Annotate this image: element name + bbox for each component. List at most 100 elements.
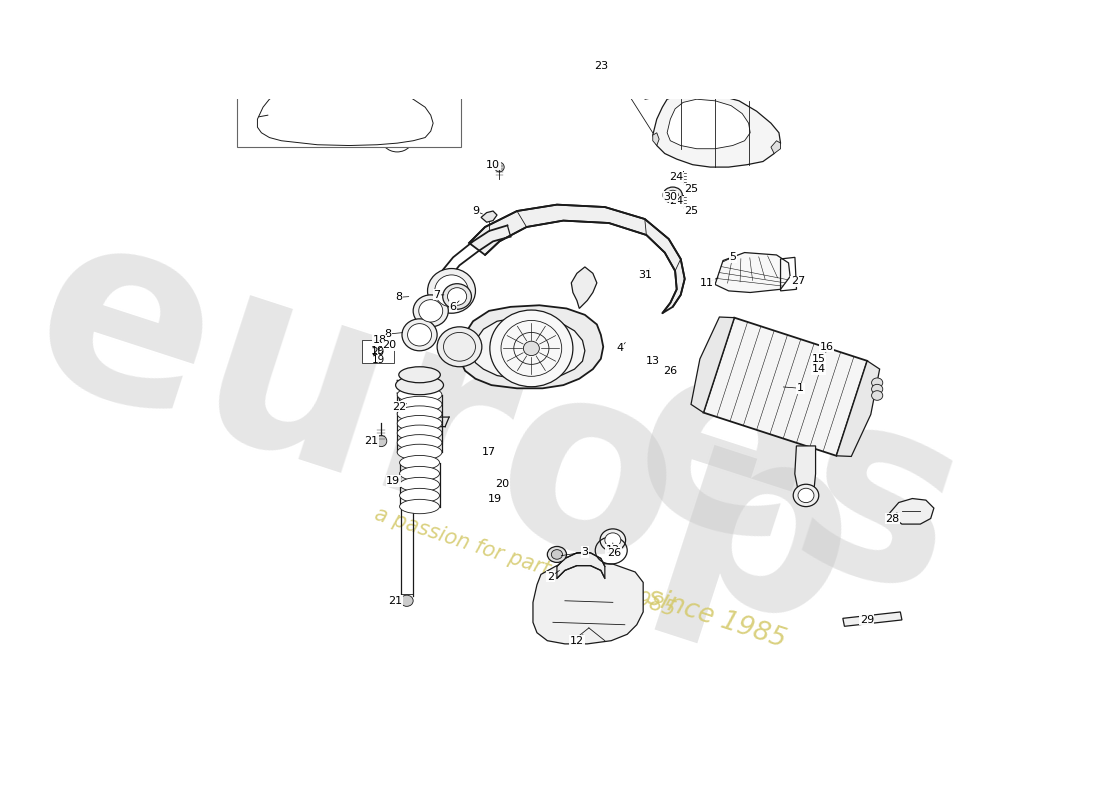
- Ellipse shape: [548, 546, 566, 562]
- Ellipse shape: [495, 162, 504, 172]
- Ellipse shape: [605, 533, 620, 547]
- Ellipse shape: [408, 324, 431, 346]
- Text: 20: 20: [382, 340, 396, 350]
- Text: 26: 26: [663, 366, 678, 376]
- Text: 11: 11: [700, 278, 714, 288]
- Polygon shape: [460, 306, 603, 388]
- Ellipse shape: [400, 595, 414, 606]
- Text: 5: 5: [729, 252, 736, 262]
- Bar: [500, 325, 561, 372]
- Text: 13: 13: [646, 356, 660, 366]
- Text: 26: 26: [607, 548, 621, 558]
- Text: 10: 10: [486, 160, 500, 170]
- Text: since 1985: since 1985: [645, 584, 789, 653]
- Ellipse shape: [798, 488, 814, 502]
- Polygon shape: [645, 82, 667, 99]
- Text: a passion for parts since 1985: a passion for parts since 1985: [372, 504, 678, 621]
- Polygon shape: [603, 61, 613, 70]
- Ellipse shape: [524, 342, 539, 355]
- Text: 23: 23: [594, 61, 608, 70]
- Text: 16: 16: [820, 342, 834, 352]
- Ellipse shape: [600, 529, 626, 551]
- Ellipse shape: [397, 444, 442, 460]
- Ellipse shape: [399, 488, 440, 502]
- Text: 3: 3: [582, 547, 588, 557]
- Polygon shape: [836, 361, 880, 457]
- Polygon shape: [667, 99, 750, 149]
- Text: 8: 8: [395, 292, 403, 302]
- Ellipse shape: [667, 190, 679, 200]
- Polygon shape: [473, 318, 585, 378]
- Text: 24: 24: [670, 197, 684, 206]
- Text: 24: 24: [670, 173, 684, 182]
- Text: 19: 19: [371, 346, 385, 356]
- Ellipse shape: [399, 478, 440, 492]
- Text: 19: 19: [386, 476, 400, 486]
- Ellipse shape: [397, 434, 442, 450]
- Text: 30: 30: [663, 192, 678, 202]
- Ellipse shape: [442, 284, 472, 310]
- Polygon shape: [715, 253, 790, 293]
- Polygon shape: [795, 446, 815, 490]
- Ellipse shape: [437, 327, 482, 366]
- Polygon shape: [652, 93, 781, 167]
- Text: 12: 12: [570, 636, 584, 646]
- Polygon shape: [889, 498, 934, 524]
- Text: 19: 19: [487, 494, 502, 504]
- Ellipse shape: [399, 466, 440, 481]
- Text: 31: 31: [638, 270, 652, 280]
- Text: 29: 29: [860, 615, 873, 625]
- Text: 21: 21: [364, 436, 378, 446]
- Ellipse shape: [414, 295, 449, 327]
- Ellipse shape: [397, 406, 442, 422]
- Text: 22: 22: [392, 402, 406, 412]
- Polygon shape: [571, 267, 597, 309]
- Ellipse shape: [375, 435, 387, 446]
- Polygon shape: [843, 612, 902, 626]
- Text: 14: 14: [812, 364, 826, 374]
- Bar: [238, 0, 461, 147]
- Polygon shape: [771, 141, 781, 154]
- Text: 9: 9: [472, 206, 478, 216]
- Text: 21: 21: [388, 596, 403, 606]
- Ellipse shape: [399, 366, 440, 382]
- Text: 15: 15: [812, 354, 826, 364]
- Ellipse shape: [434, 275, 469, 307]
- Ellipse shape: [793, 484, 818, 506]
- Text: 1: 1: [798, 383, 804, 394]
- Ellipse shape: [428, 269, 475, 314]
- Ellipse shape: [448, 288, 466, 306]
- Text: 25: 25: [684, 206, 699, 216]
- Ellipse shape: [397, 425, 442, 441]
- Ellipse shape: [663, 187, 682, 203]
- Polygon shape: [652, 133, 659, 146]
- Ellipse shape: [419, 300, 442, 322]
- Ellipse shape: [871, 390, 883, 400]
- Ellipse shape: [397, 415, 442, 431]
- Ellipse shape: [871, 384, 883, 394]
- Text: europ: europ: [6, 186, 886, 683]
- Text: 25: 25: [684, 184, 699, 194]
- Ellipse shape: [397, 396, 442, 412]
- Text: es: es: [603, 314, 990, 651]
- Text: 8: 8: [384, 329, 392, 339]
- Ellipse shape: [396, 375, 443, 394]
- Ellipse shape: [490, 310, 573, 386]
- Polygon shape: [557, 553, 605, 578]
- Text: 20: 20: [372, 346, 385, 357]
- Ellipse shape: [871, 378, 883, 387]
- Polygon shape: [481, 211, 497, 222]
- Text: 7: 7: [433, 290, 441, 300]
- Text: 18: 18: [373, 335, 387, 346]
- Text: 2: 2: [547, 572, 554, 582]
- Polygon shape: [534, 562, 644, 644]
- Text: 19: 19: [372, 354, 385, 365]
- Text: 17: 17: [482, 447, 496, 458]
- Text: 28: 28: [886, 514, 900, 523]
- Ellipse shape: [397, 386, 442, 402]
- Polygon shape: [691, 317, 735, 413]
- Polygon shape: [703, 318, 867, 456]
- Text: 20: 20: [496, 479, 509, 489]
- Polygon shape: [469, 205, 684, 314]
- Ellipse shape: [399, 499, 440, 514]
